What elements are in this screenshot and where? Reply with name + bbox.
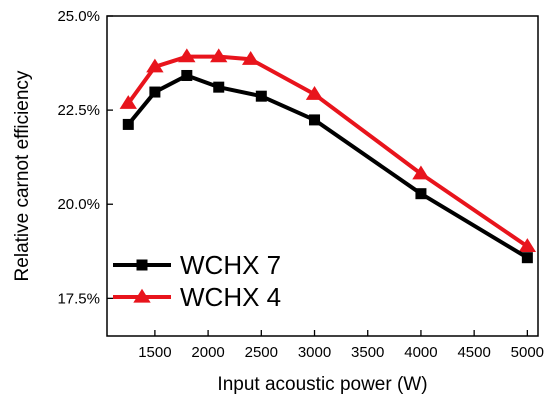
x-tick-label: 3000 <box>298 344 331 361</box>
data-point-wchx-4 <box>412 165 430 180</box>
data-point-wchx-4 <box>241 51 260 65</box>
x-tick-label: 4500 <box>457 344 490 361</box>
x-tick-label: 4000 <box>404 344 437 361</box>
x-tick-label: 2500 <box>245 344 278 361</box>
y-tick-label: 17.5% <box>57 290 100 307</box>
data-point-wchx-4 <box>305 86 324 100</box>
x-axis-label: Input acoustic power (W) <box>217 374 427 395</box>
x-tick-label: 2000 <box>191 344 224 361</box>
x-tick-label: 3500 <box>351 344 384 361</box>
series-wchx-7 <box>122 69 533 264</box>
data-point-wchx-4 <box>210 48 228 63</box>
data-point-wchx-4 <box>119 95 137 109</box>
data-point-wchx-7 <box>309 114 321 126</box>
y-tick-label: 25.0% <box>57 8 100 25</box>
data-point-wchx-7 <box>122 118 134 130</box>
data-point-wchx-7 <box>255 90 267 102</box>
data-point-wchx-7 <box>521 252 533 264</box>
legend-label-wchx-4: WCHX 4 <box>180 282 281 312</box>
y-tick-label: 22.5% <box>57 102 100 119</box>
legend-marker-wchx-7 <box>136 259 148 271</box>
legend-label-wchx-7: WCHX 7 <box>180 250 281 280</box>
data-point-wchx-7 <box>149 86 161 98</box>
data-point-wchx-4 <box>518 238 537 252</box>
y-axis-label: Relative carnot efficiency <box>12 70 33 281</box>
x-tick-label: 1500 <box>138 344 171 361</box>
plot-frame <box>106 15 539 337</box>
data-point-wchx-7 <box>213 81 225 93</box>
data-point-wchx-4 <box>146 58 164 73</box>
y-tick-label: 20.0% <box>57 196 100 213</box>
series-line-wchx-4 <box>126 54 529 249</box>
data-point-wchx-4 <box>178 48 196 63</box>
data-point-wchx-7 <box>181 69 193 81</box>
data-point-wchx-7 <box>415 188 427 200</box>
legend-marker-wchx-4 <box>133 288 151 303</box>
x-tick-label: 5000 <box>511 344 544 361</box>
series-wchx-4 <box>119 48 537 252</box>
